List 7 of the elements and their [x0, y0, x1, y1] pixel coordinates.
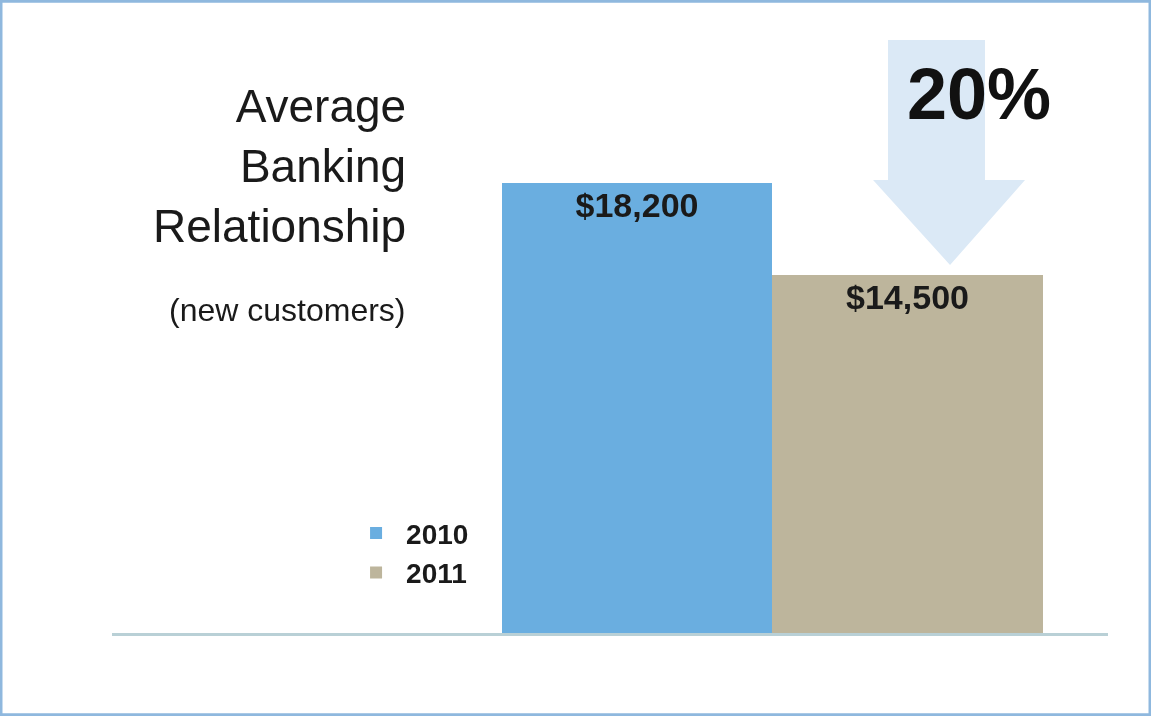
legend-label: 2011	[406, 558, 467, 590]
data-label: $18,200	[575, 186, 699, 224]
text: (new customers)	[169, 292, 406, 328]
legend-label: 2010	[406, 519, 469, 551]
chart-title: Average Banking Relationship	[153, 80, 407, 252]
text: 20%	[907, 54, 1052, 134]
data-label: $14,500	[846, 278, 969, 316]
